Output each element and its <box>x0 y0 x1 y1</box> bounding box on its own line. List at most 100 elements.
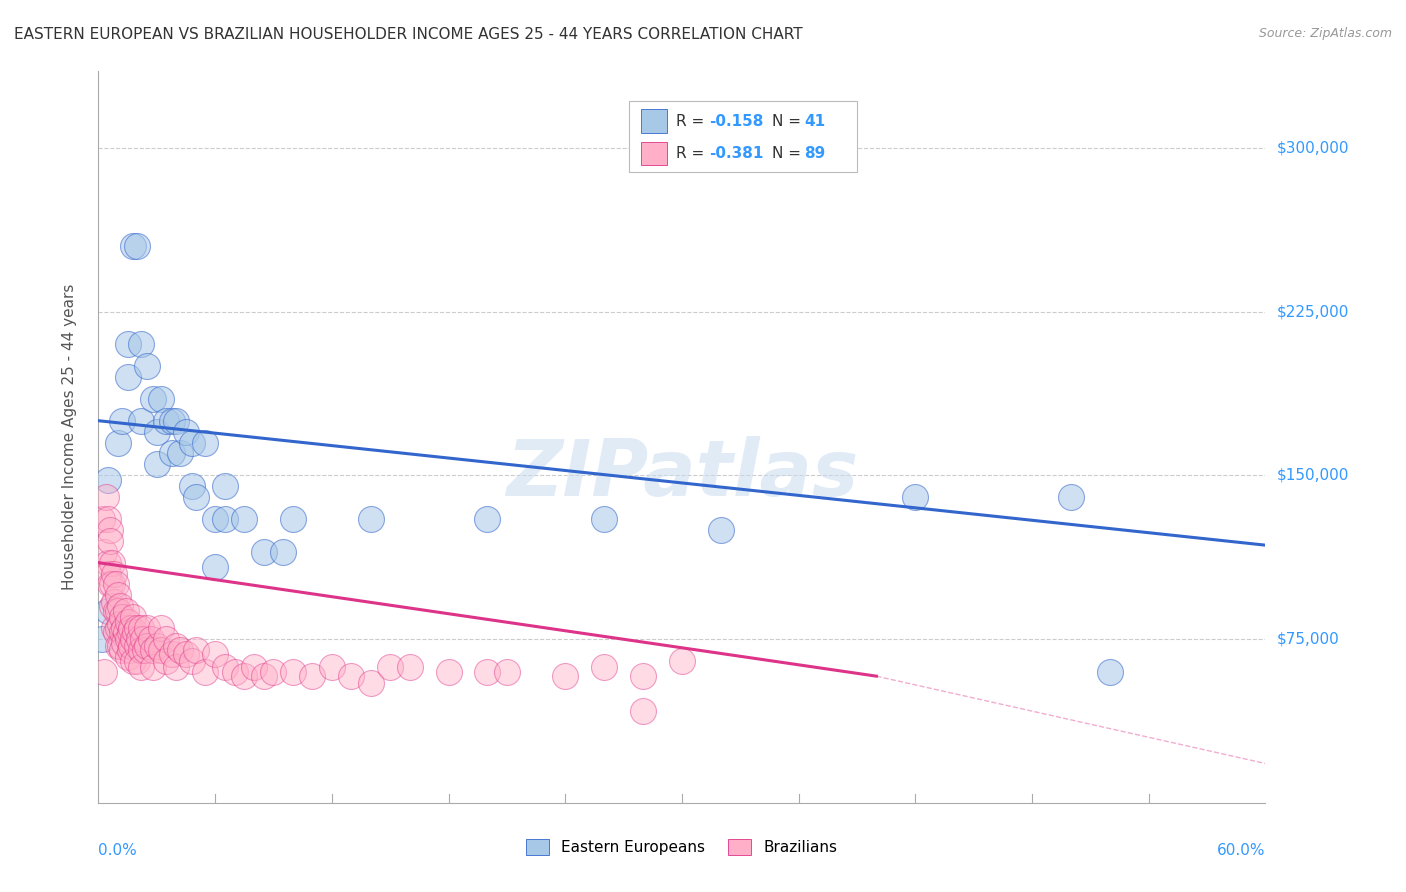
Point <box>146 425 169 439</box>
Point <box>136 621 159 635</box>
Point <box>169 446 191 460</box>
Point <box>98 523 121 537</box>
Point <box>107 588 129 602</box>
Point <box>117 337 139 351</box>
Point <box>142 643 165 657</box>
Point <box>108 616 131 631</box>
Point <box>184 643 207 657</box>
Point <box>91 632 114 646</box>
Point <box>496 665 519 679</box>
Point <box>437 665 460 679</box>
Text: ZIPatlas: ZIPatlas <box>506 435 858 512</box>
Point <box>97 604 120 618</box>
Text: $75,000: $75,000 <box>1277 632 1340 647</box>
Y-axis label: Householder Income Ages 25 - 44 years: Householder Income Ages 25 - 44 years <box>62 284 77 591</box>
Point <box>142 660 165 674</box>
Point <box>253 669 276 683</box>
Point <box>104 577 127 591</box>
Point <box>174 425 197 439</box>
Point <box>1060 490 1083 504</box>
Point <box>97 566 120 581</box>
Point <box>134 643 156 657</box>
Point <box>132 632 155 646</box>
Text: Source: ZipAtlas.com: Source: ZipAtlas.com <box>1258 27 1392 40</box>
Point <box>214 479 236 493</box>
Point <box>155 414 177 428</box>
Point <box>122 239 145 253</box>
Text: R =: R = <box>676 113 709 128</box>
Point <box>155 632 177 646</box>
Point <box>112 621 135 635</box>
Text: EASTERN EUROPEAN VS BRAZILIAN HOUSEHOLDER INCOME AGES 25 - 44 YEARS CORRELATION : EASTERN EUROPEAN VS BRAZILIAN HOUSEHOLDE… <box>14 27 803 42</box>
Point <box>477 665 499 679</box>
Point <box>118 625 141 640</box>
Point <box>162 648 184 662</box>
Text: N =: N = <box>772 145 806 161</box>
Point <box>93 665 115 679</box>
Point <box>111 610 134 624</box>
Point <box>301 669 323 683</box>
Point <box>107 435 129 450</box>
Point <box>204 560 226 574</box>
Point <box>233 512 256 526</box>
Point <box>631 704 654 718</box>
Point <box>127 239 149 253</box>
Point <box>904 490 927 504</box>
Point <box>233 669 256 683</box>
Point <box>108 599 131 614</box>
Point <box>180 479 202 493</box>
Point <box>360 512 382 526</box>
Point <box>91 512 114 526</box>
Point <box>124 625 146 640</box>
Point <box>121 639 143 653</box>
Point <box>129 660 152 674</box>
Point <box>122 610 145 624</box>
Point <box>101 599 124 614</box>
Point <box>184 490 207 504</box>
Point <box>214 660 236 674</box>
Point <box>142 392 165 406</box>
Point <box>108 639 131 653</box>
Text: -0.381: -0.381 <box>709 145 763 161</box>
Text: 60.0%: 60.0% <box>1218 843 1265 858</box>
Point <box>111 643 134 657</box>
Text: 0.0%: 0.0% <box>98 843 138 858</box>
Point <box>149 392 172 406</box>
Text: $150,000: $150,000 <box>1277 467 1348 483</box>
Point <box>146 458 169 472</box>
Point <box>104 604 127 618</box>
FancyBboxPatch shape <box>630 101 858 172</box>
Point <box>103 621 125 635</box>
Point <box>146 639 169 653</box>
Point <box>103 595 125 609</box>
Text: R =: R = <box>676 145 709 161</box>
Point <box>149 643 172 657</box>
Point <box>671 654 693 668</box>
Point <box>593 660 616 674</box>
Point <box>114 604 136 618</box>
Point <box>155 654 177 668</box>
Point <box>117 632 139 646</box>
Bar <box>641 142 666 165</box>
Point <box>111 414 134 428</box>
Point <box>631 669 654 683</box>
Point <box>169 643 191 657</box>
Point <box>194 435 217 450</box>
Point <box>162 446 184 460</box>
Point <box>165 639 187 653</box>
Point <box>271 545 294 559</box>
Point <box>214 512 236 526</box>
Point <box>129 414 152 428</box>
Text: $300,000: $300,000 <box>1277 140 1348 155</box>
Point <box>97 556 120 570</box>
Point <box>149 621 172 635</box>
Point <box>103 566 125 581</box>
Point <box>593 512 616 526</box>
Point <box>107 604 129 618</box>
Point <box>380 660 402 674</box>
Point <box>165 414 187 428</box>
Point <box>107 639 129 653</box>
Bar <box>641 110 666 133</box>
Point <box>97 473 120 487</box>
Point <box>127 639 149 653</box>
